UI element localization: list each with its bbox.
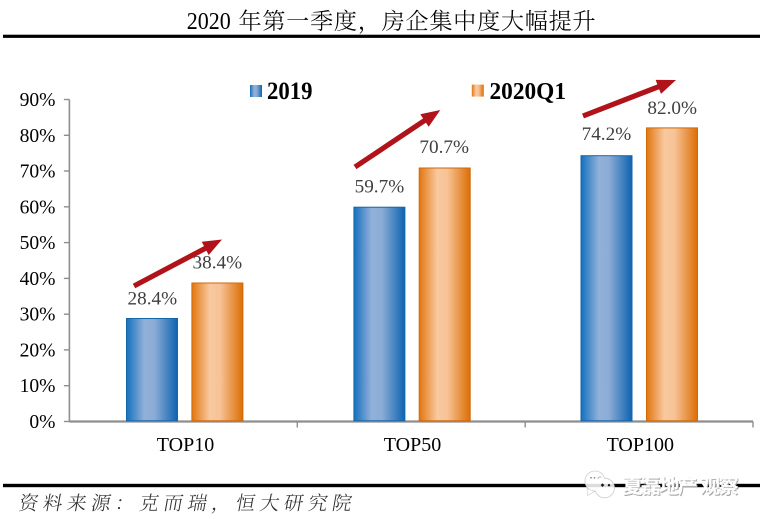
svg-text:80%: 80% [20,126,56,147]
svg-text:TOP100: TOP100 [607,434,674,456]
svg-text:90%: 90% [20,90,56,111]
svg-text:74.2%: 74.2% [582,124,632,145]
svg-text:40%: 40% [20,269,56,290]
svg-text:2020Q1: 2020Q1 [490,79,567,105]
svg-text:70%: 70% [20,162,56,183]
svg-text:10%: 10% [20,376,56,397]
svg-text:82.0%: 82.0% [647,98,697,119]
svg-text:20%: 20% [20,340,56,361]
svg-text:0%: 0% [29,412,55,433]
svg-text:38.4%: 38.4% [193,253,243,274]
svg-text:70.7%: 70.7% [419,137,469,158]
svg-text:TOP50: TOP50 [384,434,441,456]
svg-text:TOP10: TOP10 [157,434,214,456]
svg-text:2020: 2020 [187,9,231,35]
svg-text:2019: 2019 [267,78,313,105]
svg-text:30%: 30% [20,305,56,326]
svg-text:59.7%: 59.7% [355,176,405,197]
svg-text:50%: 50% [20,233,56,254]
svg-text:60%: 60% [20,197,56,218]
svg-text:28.4%: 28.4% [128,289,178,310]
